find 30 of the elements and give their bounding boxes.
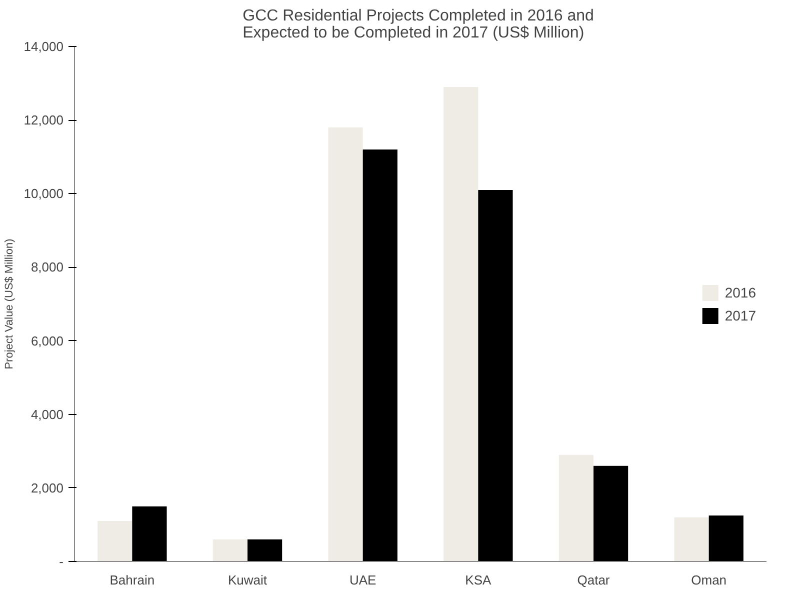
y-tick-label: - [59,554,64,569]
bar [478,190,513,562]
bar [558,454,594,562]
x-tick-label: UAE [349,572,377,588]
y-tick-label: 14,000 [24,39,64,54]
x-tick-label: Oman [691,572,727,588]
bar [248,539,282,562]
legend-label: 2016 [724,284,756,300]
x-tick-label: Kuwait [228,572,268,588]
bar [132,506,167,562]
x-tick-label: Qatar [577,572,610,588]
y-tick-label: 8,000 [30,260,64,275]
x-tick-label: KSA [465,572,492,588]
bar [708,516,744,562]
y-tick-label: 2,000 [30,480,64,496]
y-tick-label: 12,000 [24,112,64,128]
bar [98,521,132,562]
bar [328,127,363,562]
bar [674,517,709,562]
chart-title: GCC Residential Projects Completed in 2016 and Expected to be Completed in 2017 (US$ Million) [242,8,594,42]
bar [362,150,398,562]
y-tick-label: 6,000 [30,333,64,348]
bar [212,539,248,562]
y-tick-label: 10,000 [24,186,64,202]
bar [444,86,478,562]
bar [594,466,628,562]
y-axis-title: Project Value (US$ Million) [4,238,16,370]
x-tick-label: Bahrain [110,572,155,588]
legend-label: 2017 [724,307,756,323]
y-tick-label: 4,000 [30,406,64,422]
